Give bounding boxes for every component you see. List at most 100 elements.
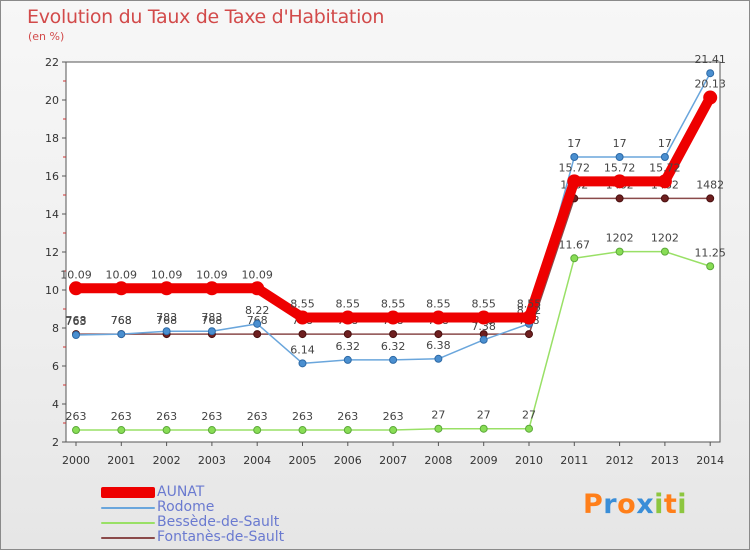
data-label-rodome: 17 <box>567 137 581 150</box>
data-point-aunat <box>159 281 174 296</box>
data-point-aunat <box>114 281 129 296</box>
data-label-bessede: 11.67 <box>559 238 591 251</box>
data-point-rodome <box>389 355 398 364</box>
x-tick-label: 2013 <box>651 454 679 467</box>
data-point-rodome <box>706 69 715 78</box>
logo-letter: x <box>636 489 655 520</box>
data-label-bessede: 263 <box>66 410 87 423</box>
x-tick-label: 2014 <box>696 454 724 467</box>
legend-swatch-fontanes <box>101 536 155 539</box>
data-point-fontanes <box>615 194 624 203</box>
data-point-fontanes <box>389 330 398 339</box>
data-point-bessede <box>72 426 80 435</box>
x-tick-label: 2008 <box>424 454 452 467</box>
data-point-rodome <box>253 319 262 328</box>
legend-label-fontanes: Fontanès-de-Sault <box>157 529 285 545</box>
data-point-rodome <box>570 153 579 161</box>
logo-letter: t <box>663 489 678 520</box>
plot-area <box>65 61 721 443</box>
data-label-rodome: 17 <box>613 137 627 150</box>
data-point-bessede <box>660 247 669 256</box>
data-point-bessede <box>162 426 171 435</box>
data-label-aunat: 8.55 <box>290 298 315 311</box>
data-point-fontanes <box>525 330 533 339</box>
data-point-rodome <box>298 359 307 368</box>
data-label-rodome: 17 <box>658 137 672 150</box>
logo-letter: i <box>677 489 688 520</box>
data-label-bessede: 263 <box>201 410 222 423</box>
data-point-rodome <box>615 153 624 161</box>
data-label-bessede: 11.25 <box>694 246 726 259</box>
data-label-bessede: 1202 <box>651 232 679 245</box>
data-label-aunat: 8.55 <box>517 298 542 311</box>
legend-swatch-bessede <box>101 521 155 524</box>
data-point-fontanes <box>660 194 669 203</box>
x-tick-label: 2001 <box>107 454 135 467</box>
data-label-fontanes: 768 <box>156 314 177 327</box>
x-tick-label: 2004 <box>243 454 271 467</box>
data-label-rodome: 6.32 <box>336 340 361 353</box>
y-tick-label: 8 <box>52 322 59 335</box>
data-label-aunat: 15.72 <box>604 161 636 174</box>
data-point-rodome <box>343 355 352 364</box>
logo-letter: r <box>603 489 618 520</box>
data-label-aunat: 20.13 <box>694 78 726 91</box>
data-label-aunat: 8.55 <box>336 298 361 311</box>
data-point-fontanes <box>706 194 715 203</box>
data-point-bessede <box>117 426 126 435</box>
proxiti-logo: Proxiti <box>583 489 687 520</box>
data-label-rodome: 8.22 <box>245 304 270 317</box>
data-point-aunat <box>567 174 582 189</box>
y-tick-label: 14 <box>45 208 59 221</box>
y-tick-label: 22 <box>45 56 59 69</box>
data-point-rodome <box>479 335 488 344</box>
data-point-rodome <box>162 327 171 336</box>
y-tick-label: 18 <box>45 132 59 145</box>
data-label-aunat: 15.72 <box>559 161 591 174</box>
x-tick-label: 2009 <box>470 454 498 467</box>
data-label-bessede: 27 <box>477 409 491 422</box>
chart-title: Evolution du Taux de Taxe d'Habitation <box>27 6 385 28</box>
data-label-rodome: 783 <box>156 311 177 324</box>
y-tick-label: 16 <box>45 170 59 183</box>
data-label-bessede: 1202 <box>606 232 634 245</box>
data-point-aunat <box>612 174 627 189</box>
data-label-bessede: 263 <box>156 410 177 423</box>
y-tick-label: 4 <box>52 398 59 411</box>
x-tick-label: 2000 <box>62 454 90 467</box>
data-label-bessede: 263 <box>292 410 313 423</box>
data-point-aunat <box>522 310 536 325</box>
logo-letter: i <box>654 489 664 520</box>
data-point-fontanes <box>253 330 262 339</box>
data-point-fontanes <box>343 330 352 339</box>
logo-letter: o <box>617 489 637 520</box>
legend-label-aunat: AUNAT <box>157 484 205 500</box>
legend-item-fontanes: Fontanès-de-Sault <box>101 530 284 545</box>
data-point-bessede <box>706 262 715 271</box>
data-label-bessede: 27 <box>522 409 536 422</box>
data-label-fontanes: 1482 <box>696 178 724 191</box>
data-label-rodome: 6.14 <box>290 343 315 356</box>
x-tick-label: 2003 <box>198 454 226 467</box>
data-point-aunat <box>657 174 672 189</box>
legend-label-rodome: Rodome <box>157 499 215 515</box>
x-tick-label: 2012 <box>606 454 634 467</box>
data-point-aunat <box>386 310 401 325</box>
data-label-bessede: 263 <box>111 410 132 423</box>
data-point-bessede <box>570 254 579 263</box>
data-point-aunat <box>295 310 310 325</box>
data-label-rodome: 763 <box>66 315 87 328</box>
data-label-bessede: 263 <box>383 410 404 423</box>
x-tick-label: 2007 <box>379 454 407 467</box>
legend-label-bessede: Bessède-de-Sault <box>157 514 280 530</box>
data-label-aunat: 10.09 <box>196 268 228 281</box>
data-label-fontanes: 768 <box>66 314 87 327</box>
data-point-fontanes <box>298 330 307 339</box>
data-label-aunat: 8.55 <box>471 298 496 311</box>
y-tick-label: 12 <box>45 246 59 259</box>
data-label-rodome: 21.41 <box>694 53 726 66</box>
data-point-aunat <box>250 281 265 296</box>
data-label-rodome: 783 <box>201 311 222 324</box>
